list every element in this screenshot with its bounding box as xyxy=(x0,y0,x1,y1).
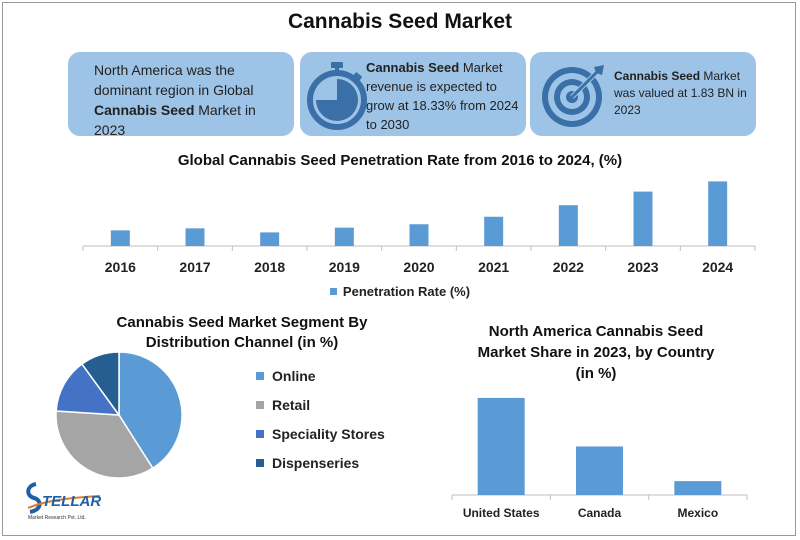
card-text-bold: Cannabis Seed xyxy=(94,102,195,118)
card-text-pre: North America was the dominant region in… xyxy=(94,62,254,98)
legend-label: Dispenseries xyxy=(272,455,360,471)
bar xyxy=(708,181,728,246)
penetration-bar-chart: 2016 2017 2018 2019 2020 2021 2022 2023 2024 xyxy=(82,181,756,275)
x-tick-label: United States xyxy=(463,506,540,520)
info-card-growth: Cannabis Seed Market revenue is expected… xyxy=(300,52,526,136)
info-card-region: North America was the dominant region in… xyxy=(68,52,294,138)
bar xyxy=(110,230,130,246)
card-text-bold: Cannabis Seed xyxy=(614,69,701,83)
country-bar-chart: United States Canada Mexico xyxy=(451,397,748,520)
x-tick-label: 2024 xyxy=(702,259,733,275)
x-tick-label: 2022 xyxy=(553,259,584,275)
logo-word: TELLAR xyxy=(42,493,101,510)
bar xyxy=(484,216,504,246)
distribution-pie-chart xyxy=(55,351,183,479)
stellar-logo: TELLAR Market Research Pvt. Ltd. xyxy=(26,482,101,521)
legend-item: Retail xyxy=(256,397,310,413)
pie-slice xyxy=(55,410,154,479)
legend-item: Online xyxy=(256,368,316,384)
bar xyxy=(409,224,429,246)
bar xyxy=(260,232,280,246)
bar xyxy=(477,397,525,495)
legend-swatch xyxy=(256,401,264,409)
bar xyxy=(185,228,205,246)
legend-swatch xyxy=(329,288,337,296)
penetration-legend: Penetration Rate (%) xyxy=(0,284,800,299)
legend-item: Dispenseries xyxy=(256,455,359,471)
card-text-post: Market revenue is expected to grow at 18… xyxy=(366,60,519,132)
x-tick-label: 2023 xyxy=(627,259,658,275)
bar xyxy=(633,191,653,246)
legend-label: Penetration Rate (%) xyxy=(342,284,471,299)
x-tick-label: 2017 xyxy=(179,259,210,275)
distribution-chart-title: Cannabis Seed Market Segment By Distribu… xyxy=(116,314,368,351)
pie-slice xyxy=(80,351,120,418)
legend-swatch xyxy=(256,372,264,380)
x-tick-label: 2018 xyxy=(254,259,285,275)
x-tick-label: Mexico xyxy=(677,506,718,520)
bar xyxy=(576,446,623,495)
legend-label: Online xyxy=(272,368,316,384)
pie-slice xyxy=(55,362,121,416)
bar xyxy=(558,205,578,246)
x-tick-label: 2019 xyxy=(329,259,360,275)
legend-label: Speciality Stores xyxy=(272,426,385,442)
x-tick-label: 2016 xyxy=(105,259,136,275)
x-tick-label: 2020 xyxy=(403,259,434,275)
info-card-value: Cannabis Seed Market was valued at 1.83 … xyxy=(530,52,756,136)
logo-tagline: Market Research Pvt. Ltd. xyxy=(28,515,86,521)
card-text-post: Market in 2023 xyxy=(94,102,256,138)
stopwatch-icon xyxy=(307,62,367,130)
x-tick-label: 2021 xyxy=(478,259,509,275)
legend-swatch xyxy=(256,459,264,467)
penetration-chart-title: Global Cannabis Seed Penetration Rate fr… xyxy=(177,152,623,169)
country-chart-title: North America Cannabis Seed Market Share… xyxy=(477,323,715,382)
card-text-post: Market was valued at 1.83 BN in 2023 xyxy=(614,69,747,117)
x-tick-label: Canada xyxy=(578,506,622,520)
bar xyxy=(674,481,722,495)
page-title: Cannabis Seed Market xyxy=(287,10,513,33)
legend-swatch xyxy=(256,430,264,438)
target-icon xyxy=(542,65,604,127)
legend-label: Retail xyxy=(272,397,311,413)
bar xyxy=(334,227,354,246)
legend-item: Speciality Stores xyxy=(256,426,385,442)
card-text-bold: Cannabis Seed xyxy=(366,60,460,75)
